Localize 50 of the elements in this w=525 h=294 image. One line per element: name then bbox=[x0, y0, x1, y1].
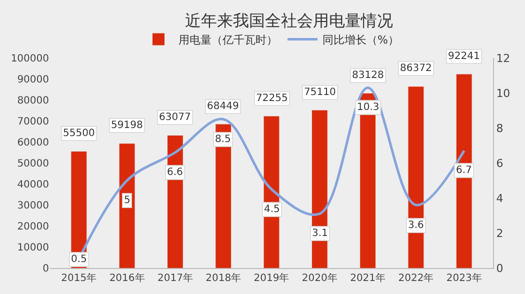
y2-tick-label: 4 bbox=[496, 192, 504, 205]
data-label: 86372 bbox=[400, 63, 432, 74]
y-tick-label: 100000 bbox=[10, 54, 49, 64]
x-tick-label: 2015年 bbox=[61, 272, 97, 284]
data-label: 8.5 bbox=[215, 134, 231, 145]
bar bbox=[216, 124, 232, 268]
data-label: 59198 bbox=[111, 120, 143, 131]
y-tick-label: 50000 bbox=[17, 158, 49, 170]
y-tick-label: 60000 bbox=[17, 138, 49, 148]
data-label: 63077 bbox=[159, 112, 191, 123]
y-tick-label: 20000 bbox=[17, 222, 49, 232]
y-tick-label: 30000 bbox=[17, 200, 49, 212]
x-tick-label: 2023年 bbox=[446, 272, 482, 284]
data-label: 10.3 bbox=[357, 102, 380, 113]
legend-label: 同比增长（%） bbox=[322, 34, 399, 47]
data-label: 6.6 bbox=[167, 167, 183, 178]
data-label: 4.5 bbox=[264, 204, 280, 215]
data-label: 75110 bbox=[304, 87, 336, 98]
bar bbox=[456, 74, 472, 268]
data-label: 6.7 bbox=[456, 165, 472, 176]
x-tick-label: 2016年 bbox=[109, 272, 145, 284]
y2-tick-label: 12 bbox=[496, 52, 510, 65]
y2-tick-label: 6 bbox=[496, 156, 504, 170]
y-tick-label: 0 bbox=[42, 264, 49, 274]
data-label: 55500 bbox=[63, 128, 95, 139]
x-tick-label: 2018年 bbox=[206, 272, 242, 284]
y2-tick-label: 0 bbox=[496, 262, 504, 275]
data-label: 68449 bbox=[207, 101, 239, 112]
y-tick-label: 80000 bbox=[17, 96, 49, 106]
y-tick-label: 90000 bbox=[17, 74, 49, 86]
data-label: 5 bbox=[124, 195, 130, 206]
y-tick-label: 10000 bbox=[17, 242, 49, 254]
x-tick-label: 2020年 bbox=[302, 272, 338, 284]
x-tick-label: 2019年 bbox=[254, 272, 290, 284]
chart-title: 近年来我国全社会用电量情况 bbox=[184, 10, 393, 30]
data-label: 3.1 bbox=[312, 228, 328, 239]
x-tick-label: 2017年 bbox=[157, 272, 193, 284]
data-label: 0.5 bbox=[71, 254, 87, 265]
data-label: 3.6 bbox=[408, 220, 424, 231]
x-tick-label: 2021年 bbox=[350, 272, 386, 284]
y-tick-label: 70000 bbox=[17, 116, 49, 128]
y-tick-label: 40000 bbox=[17, 180, 49, 190]
y2-tick-label: 8 bbox=[496, 122, 504, 135]
data-label: 83128 bbox=[352, 70, 384, 81]
data-label: 72255 bbox=[256, 93, 288, 104]
data-label: 92241 bbox=[448, 51, 480, 62]
legend-label: 用电量（亿千瓦时） bbox=[178, 34, 278, 47]
y2-tick-label: 10 bbox=[496, 86, 510, 100]
y2-tick-label: 2 bbox=[496, 226, 504, 240]
x-tick-label: 2022年 bbox=[398, 272, 434, 284]
